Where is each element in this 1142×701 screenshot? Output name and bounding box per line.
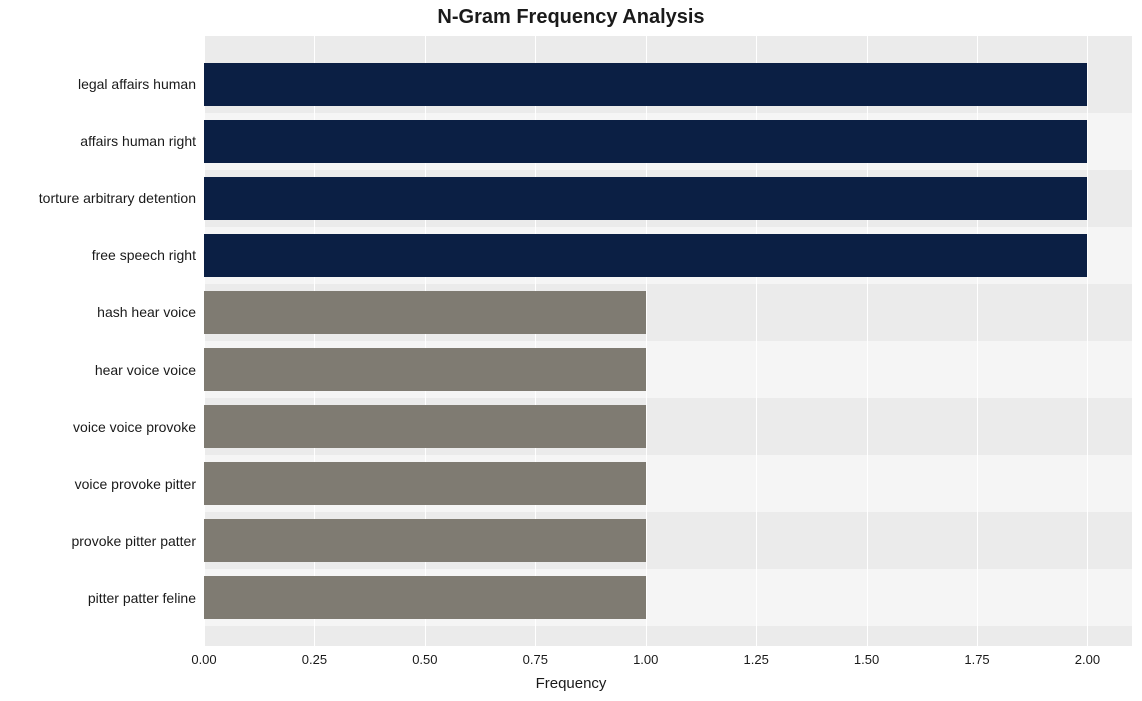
y-tick-label: voice provoke pitter: [75, 476, 196, 492]
bar: [204, 234, 1087, 277]
y-tick-label: torture arbitrary detention: [39, 190, 196, 206]
plot-area: [204, 36, 1132, 646]
bar-slot: [204, 234, 1132, 277]
bar: [204, 63, 1087, 106]
x-tick-label: 1.00: [633, 652, 658, 667]
bar-slot: [204, 519, 1132, 562]
bar-slot: [204, 348, 1132, 391]
x-tick-label: 1.75: [964, 652, 989, 667]
bar-slot: [204, 576, 1132, 619]
x-tick-label: 0.50: [412, 652, 437, 667]
x-tick-label: 1.50: [854, 652, 879, 667]
y-tick-label: affairs human right: [80, 133, 196, 149]
bar: [204, 120, 1087, 163]
bar: [204, 348, 646, 391]
y-tick-label: voice voice provoke: [73, 419, 196, 435]
x-axis-label: Frequency: [0, 675, 1142, 692]
y-tick-label: free speech right: [92, 247, 196, 263]
bar: [204, 576, 646, 619]
y-tick-label: pitter patter feline: [88, 590, 196, 606]
chart-title: N-Gram Frequency Analysis: [0, 6, 1142, 29]
bar-slot: [204, 462, 1132, 505]
bar-slot: [204, 63, 1132, 106]
bar-slot: [204, 291, 1132, 334]
y-tick-label: legal affairs human: [78, 76, 196, 92]
bar-slot: [204, 120, 1132, 163]
y-tick-label: provoke pitter patter: [71, 533, 196, 549]
bar: [204, 291, 646, 334]
y-tick-label: hash hear voice: [97, 304, 196, 320]
x-tick-label: 2.00: [1075, 652, 1100, 667]
x-tick-label: 0.00: [191, 652, 216, 667]
x-tick-label: 0.25: [302, 652, 327, 667]
bar: [204, 405, 646, 448]
bar-slot: [204, 177, 1132, 220]
ngram-frequency-chart: N-Gram Frequency Analysis Frequency 0.00…: [0, 0, 1142, 701]
y-tick-label: hear voice voice: [95, 362, 196, 378]
x-tick-label: 0.75: [523, 652, 548, 667]
bar-slot: [204, 405, 1132, 448]
bar: [204, 462, 646, 505]
bar: [204, 177, 1087, 220]
x-tick-label: 1.25: [744, 652, 769, 667]
bar: [204, 519, 646, 562]
